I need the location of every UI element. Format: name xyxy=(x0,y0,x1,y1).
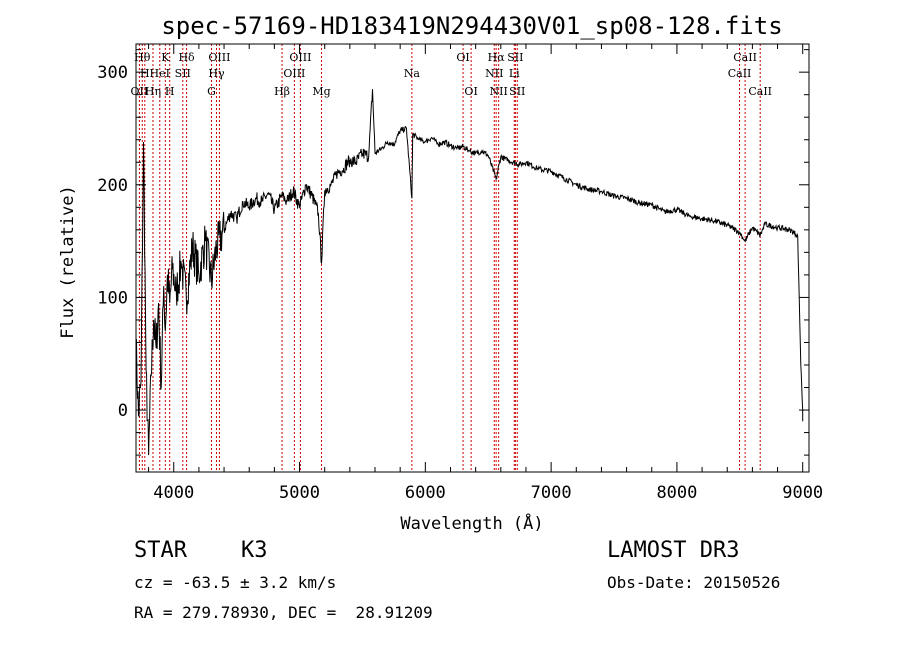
line-label-17: OI xyxy=(456,51,469,64)
x-tick-label: 9000 xyxy=(782,483,823,503)
x-tick-label: 4000 xyxy=(153,483,194,503)
line-label-23: SII xyxy=(507,51,523,64)
y-tick-label: 0 xyxy=(118,401,128,421)
line-label-2: H xyxy=(140,67,150,80)
line-label-14: OIII xyxy=(289,51,311,64)
line-label-4: HeI xyxy=(150,67,170,80)
x-tick-labels: 4000 5000 6000 7000 8000 9000 xyxy=(153,483,823,503)
y-tick-labels: 0 100 200 300 xyxy=(97,63,128,421)
line-label-7: SII xyxy=(175,67,191,80)
line-label-27: CaII xyxy=(748,85,772,98)
survey-name: LAMOST DR3 xyxy=(607,538,740,563)
spectrum-series-line xyxy=(135,89,804,456)
y-axis-label: Flux (relative) xyxy=(58,185,78,339)
line-label-16: Na xyxy=(404,67,421,80)
x-tick-label: 6000 xyxy=(405,483,446,503)
line-label-19: NII xyxy=(485,67,503,80)
line-label-13: OIII xyxy=(283,67,305,80)
line-label-12: Hβ xyxy=(274,85,290,98)
line-label-22: Li xyxy=(509,67,520,80)
x-tick-label: 7000 xyxy=(531,483,572,503)
line-label-3: Hη xyxy=(145,85,161,98)
coordinates: RA = 279.78930, DEC = 28.91209 xyxy=(134,603,433,622)
line-label-8: Hδ xyxy=(178,51,195,64)
line-label-5: K xyxy=(161,51,170,64)
x-axis-label: Wavelength (Å) xyxy=(400,512,543,534)
x-tick-label: 8000 xyxy=(656,483,697,503)
plot-frame xyxy=(135,43,810,473)
y-tick-label: 200 xyxy=(97,176,128,196)
y-tick-label: 100 xyxy=(97,288,128,308)
line-label-26: CaII xyxy=(733,51,757,64)
line-label-10: Hγ xyxy=(208,67,225,80)
redshift-velocity: cz = -63.5 ± 3.2 km/s xyxy=(134,573,337,592)
line-label-11: OIII xyxy=(208,51,230,64)
chart-title: spec-57169-HD183419N294430V01_sp08-128.f… xyxy=(161,12,782,40)
object-class: STAR xyxy=(134,538,187,563)
spectral-line-markers xyxy=(138,44,761,472)
observation-date: Obs-Date: 20150526 xyxy=(607,573,781,592)
line-label-18: OI xyxy=(464,85,477,98)
axis-ticks xyxy=(136,44,809,472)
line-label-21: NII xyxy=(490,85,508,98)
spectral-line-labels: HθOIIHHηHeIKHSIIHδGHγOIIIHβOIIIOIIIMgNaO… xyxy=(131,51,772,98)
line-label-1: OII xyxy=(131,85,149,98)
x-tick-label: 5000 xyxy=(279,483,320,503)
line-label-9: G xyxy=(207,85,216,98)
line-label-20: Hα xyxy=(488,51,506,64)
line-label-0: Hθ xyxy=(134,51,151,64)
line-label-6: H xyxy=(165,85,175,98)
line-label-24: SII xyxy=(509,85,525,98)
spectral-subclass: K3 xyxy=(241,538,268,563)
y-tick-label: 300 xyxy=(97,63,128,83)
line-label-15: Mg xyxy=(312,85,330,98)
line-label-25: CaII xyxy=(728,67,752,80)
